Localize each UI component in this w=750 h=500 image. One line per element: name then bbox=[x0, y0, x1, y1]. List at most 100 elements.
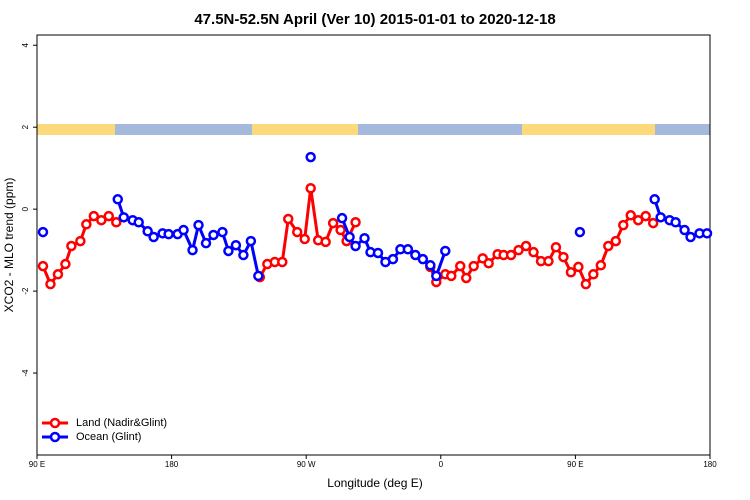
point bbox=[372, 247, 384, 259]
plot-frame bbox=[36, 34, 711, 456]
point bbox=[505, 249, 517, 261]
x-tick-label: 90 E bbox=[29, 460, 45, 469]
point bbox=[649, 194, 660, 205]
point bbox=[299, 233, 310, 245]
point bbox=[283, 213, 294, 225]
point bbox=[291, 226, 303, 238]
point bbox=[277, 256, 288, 268]
point bbox=[580, 278, 592, 290]
point bbox=[112, 194, 124, 205]
point bbox=[513, 244, 524, 256]
point bbox=[75, 235, 86, 247]
legend-marker bbox=[49, 431, 61, 443]
point bbox=[387, 253, 399, 265]
point bbox=[238, 249, 249, 261]
point bbox=[685, 231, 696, 243]
point bbox=[37, 260, 49, 272]
point bbox=[410, 249, 421, 261]
point bbox=[558, 251, 569, 263]
point bbox=[460, 272, 472, 284]
point bbox=[417, 253, 429, 265]
point bbox=[528, 246, 539, 258]
point bbox=[336, 212, 348, 224]
x-tick-label: 0 bbox=[439, 460, 444, 469]
y-axis-label: XCO2 - MLO trend (ppm) bbox=[2, 178, 16, 313]
point bbox=[305, 151, 316, 163]
point bbox=[187, 244, 198, 256]
point bbox=[359, 232, 370, 244]
point bbox=[640, 210, 651, 222]
y-tick-label: -2 bbox=[21, 287, 30, 295]
point bbox=[632, 214, 644, 226]
point bbox=[208, 229, 219, 241]
point bbox=[148, 231, 159, 243]
point bbox=[320, 236, 331, 248]
point bbox=[625, 210, 636, 221]
point bbox=[595, 260, 607, 271]
point bbox=[655, 212, 666, 223]
point bbox=[118, 212, 129, 223]
x-tick-label: 180 bbox=[703, 460, 717, 469]
point bbox=[565, 266, 577, 278]
point bbox=[81, 219, 92, 230]
point bbox=[142, 226, 153, 237]
y-tick-label: 0 bbox=[21, 206, 30, 211]
point bbox=[647, 217, 659, 229]
point bbox=[446, 270, 457, 282]
point bbox=[88, 210, 100, 222]
point bbox=[344, 231, 355, 243]
point bbox=[588, 269, 599, 280]
point bbox=[200, 237, 212, 249]
point bbox=[245, 235, 257, 247]
point bbox=[45, 278, 56, 290]
x-tick-label: 180 bbox=[165, 460, 179, 469]
point bbox=[253, 270, 264, 282]
point bbox=[603, 240, 614, 252]
point bbox=[103, 210, 115, 222]
point bbox=[217, 226, 228, 238]
point bbox=[230, 239, 242, 251]
point bbox=[483, 257, 494, 269]
point bbox=[618, 219, 629, 231]
point bbox=[520, 240, 532, 252]
point bbox=[305, 182, 316, 194]
point bbox=[60, 258, 71, 270]
point bbox=[543, 255, 554, 267]
y-tick-label: 4 bbox=[21, 42, 30, 47]
point bbox=[425, 260, 436, 271]
point bbox=[440, 245, 451, 257]
point bbox=[111, 217, 122, 228]
point bbox=[335, 224, 346, 236]
point bbox=[468, 260, 479, 272]
point bbox=[550, 242, 562, 253]
point bbox=[163, 228, 174, 240]
x-axis-label: Longitude (deg E) bbox=[327, 476, 422, 490]
point bbox=[402, 244, 414, 255]
x-tick-label: 90 W bbox=[297, 460, 316, 469]
y-tick-label: -4 bbox=[21, 369, 30, 377]
point bbox=[350, 217, 361, 228]
y-tick-label: 2 bbox=[21, 124, 30, 129]
point bbox=[223, 245, 234, 257]
point bbox=[327, 217, 339, 229]
point bbox=[96, 214, 107, 226]
legend-marker bbox=[49, 417, 61, 429]
point bbox=[454, 260, 466, 272]
point bbox=[133, 217, 144, 228]
point bbox=[178, 224, 189, 236]
legend-label: Ocean (Glint) bbox=[76, 431, 141, 443]
point bbox=[679, 224, 690, 236]
point bbox=[37, 226, 49, 238]
surface-strip bbox=[37, 124, 710, 135]
point bbox=[574, 226, 586, 238]
x-tick-label: 90 E bbox=[567, 460, 583, 469]
point bbox=[52, 269, 64, 280]
point bbox=[66, 240, 77, 252]
legend-label: Land (Nadir&Glint) bbox=[76, 417, 167, 429]
point bbox=[670, 217, 681, 228]
point bbox=[701, 228, 713, 239]
point bbox=[350, 240, 361, 252]
point bbox=[610, 235, 622, 247]
point bbox=[193, 219, 204, 231]
